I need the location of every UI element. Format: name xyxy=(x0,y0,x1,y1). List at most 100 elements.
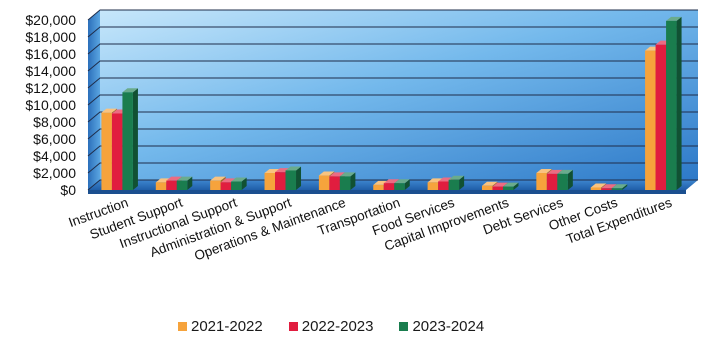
bar-top xyxy=(492,182,508,187)
bars xyxy=(101,16,682,191)
bar-side xyxy=(622,184,628,190)
y-tick-label: $2,000 xyxy=(33,165,76,181)
bar-front xyxy=(210,180,221,190)
legend-item-2022-2023: 2022-2023 xyxy=(288,318,374,335)
gridline xyxy=(87,77,698,89)
bar-top xyxy=(285,166,302,171)
bar-top xyxy=(666,16,682,21)
bar-top xyxy=(122,88,138,93)
bar-front xyxy=(220,182,232,190)
bar-side xyxy=(567,169,573,190)
gridline xyxy=(87,179,698,191)
legend-label-2023-2024: 2023-2024 xyxy=(412,318,485,335)
bar-front xyxy=(481,185,493,190)
bar-side xyxy=(513,182,519,190)
bar-top xyxy=(383,179,400,184)
bar-front xyxy=(318,175,330,190)
legend-label-2021-2022: 2021-2022 xyxy=(191,318,263,335)
bar xyxy=(231,177,247,190)
bar-top xyxy=(611,184,628,189)
bar xyxy=(502,182,519,190)
bar-top xyxy=(101,108,117,113)
bar-top xyxy=(339,172,356,177)
y-tick-label: $18,000 xyxy=(25,29,76,45)
bar-front xyxy=(285,170,297,190)
bar-front xyxy=(590,187,602,190)
bar-front xyxy=(339,176,351,190)
y-tick-label: $4,000 xyxy=(33,148,76,164)
bar-top xyxy=(394,179,410,184)
y-tick-label: $6,000 xyxy=(33,131,76,147)
y-tick-label: $16,000 xyxy=(25,46,76,62)
legend-swatch-2023-2024 xyxy=(399,322,409,331)
bar-side xyxy=(676,16,682,190)
bar-front xyxy=(111,113,123,190)
bar-side xyxy=(296,166,302,190)
bar-side xyxy=(459,175,465,190)
bar-front xyxy=(427,182,439,190)
bar-side xyxy=(404,179,410,190)
bar-top xyxy=(210,176,226,181)
bar-top xyxy=(166,176,182,181)
legend-item-2023-2024: 2023-2024 xyxy=(399,318,484,335)
gridline xyxy=(87,26,698,38)
bar-side xyxy=(241,177,247,190)
legend-swatch-2022-2023 xyxy=(288,322,298,331)
bar-top xyxy=(231,177,247,182)
bar-front xyxy=(645,50,656,190)
bar-top xyxy=(557,169,573,174)
gridline xyxy=(87,111,698,123)
y-tick-label: $10,000 xyxy=(25,97,76,113)
bar-side xyxy=(350,172,356,190)
bar xyxy=(448,175,465,190)
bar xyxy=(611,184,628,190)
bar xyxy=(339,172,356,190)
gridline xyxy=(87,128,698,140)
y-tick-label: $12,000 xyxy=(25,80,76,96)
y-tick-label: $8,000 xyxy=(33,114,76,130)
bar-front xyxy=(122,92,133,190)
bar-front xyxy=(166,180,177,190)
bar-front xyxy=(275,172,286,190)
bar xyxy=(176,176,193,190)
bar-front xyxy=(231,181,242,190)
gridline xyxy=(87,43,698,55)
bar-top xyxy=(601,184,617,189)
legend-label-2022-2023: 2022-2023 xyxy=(301,318,374,335)
bar-side xyxy=(132,88,138,190)
bar-side xyxy=(187,176,193,190)
gridline xyxy=(87,60,698,72)
legend-swatch-2021-2022 xyxy=(178,322,187,331)
y-axis-tick-labels: $0$2,000$4,000$6,000$8,000$10,000$12,000… xyxy=(25,12,76,198)
bar-front xyxy=(655,44,667,191)
bar-front xyxy=(264,173,276,190)
bar-front xyxy=(383,183,395,190)
bar-front xyxy=(536,173,547,190)
y-tick-label: $0 xyxy=(60,182,76,198)
bar xyxy=(285,166,302,190)
bar-front xyxy=(546,173,558,190)
bar-front xyxy=(557,173,568,190)
bar xyxy=(557,169,573,190)
bar-top xyxy=(481,181,498,186)
bar xyxy=(394,179,410,190)
bar xyxy=(666,16,682,190)
bar-front xyxy=(438,181,449,190)
bar-front xyxy=(394,183,405,190)
bar-top xyxy=(318,171,335,176)
bar-top xyxy=(502,182,519,187)
bar xyxy=(122,88,138,190)
bar-front xyxy=(502,186,514,190)
plot-backdrop xyxy=(88,10,698,194)
y-tick-label: $20,000 xyxy=(25,12,76,28)
legend-item-2021-2022: 2021-2022 xyxy=(178,318,263,335)
bar-top xyxy=(329,172,345,177)
bar-front xyxy=(666,20,677,190)
bar-top xyxy=(176,176,193,181)
bar-top xyxy=(546,169,563,174)
bar-front xyxy=(611,188,623,190)
plot-floor-edge xyxy=(88,190,686,194)
